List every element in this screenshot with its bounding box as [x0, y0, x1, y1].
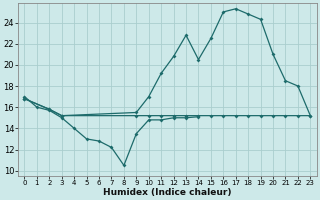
- X-axis label: Humidex (Indice chaleur): Humidex (Indice chaleur): [103, 188, 232, 197]
